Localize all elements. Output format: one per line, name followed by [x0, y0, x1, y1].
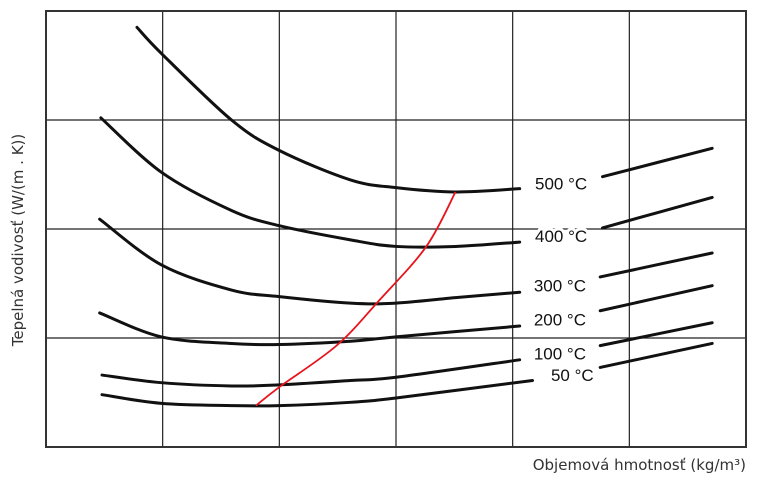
series-line: [135, 25, 522, 194]
series-line: [601, 195, 714, 230]
series-line: [601, 146, 714, 179]
series-label: 300 °C: [534, 277, 586, 296]
series-line: [98, 311, 522, 347]
series-line: [598, 251, 714, 279]
series-label: 500 °C: [535, 175, 587, 194]
series-label: 50 °C: [551, 366, 594, 385]
series-line: [100, 358, 522, 388]
plot-frame: [45, 10, 747, 448]
series-line: [598, 341, 714, 369]
series-label: 400 °C: [535, 227, 587, 246]
optimum-density-line: [255, 191, 457, 407]
series-line: [100, 379, 534, 408]
x-axis-label: Objemová hmotnosť (kg/m³): [532, 456, 746, 474]
series-label: 200 °C: [534, 310, 586, 329]
series-line: [99, 116, 522, 249]
series-line: [598, 321, 714, 348]
series-line: [598, 284, 714, 313]
series-label: 100 °C: [534, 345, 586, 364]
series-line: [98, 217, 522, 306]
y-axis-label: Tepelná vodivosť (W/(m . K)): [9, 133, 27, 347]
